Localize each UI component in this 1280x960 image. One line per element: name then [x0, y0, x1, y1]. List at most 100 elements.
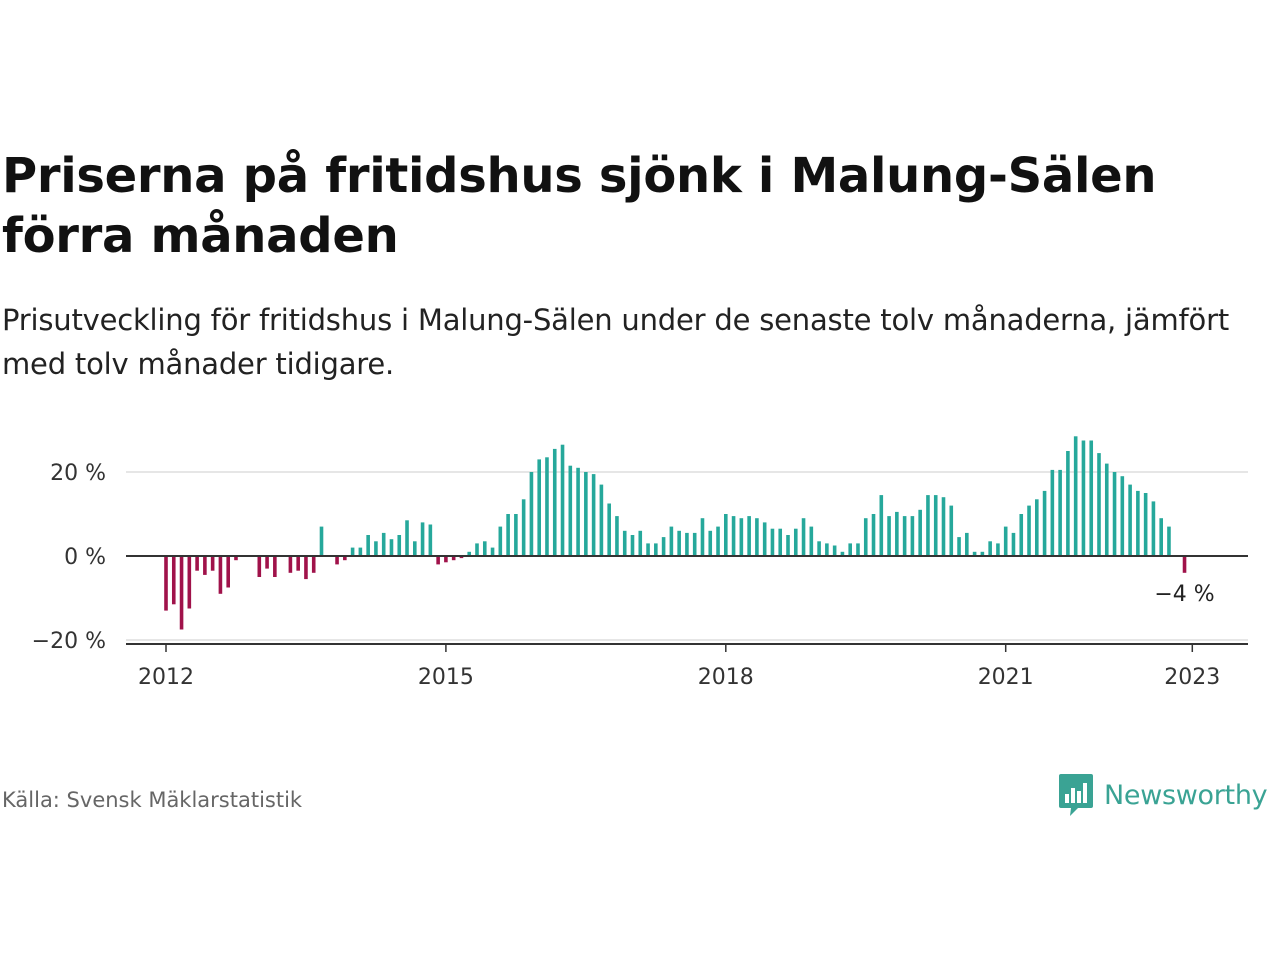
- bar: [234, 556, 238, 561]
- bar: [599, 484, 604, 556]
- bar: [568, 465, 573, 556]
- bar: [451, 556, 456, 561]
- bar: [786, 535, 790, 556]
- bar: [949, 505, 954, 556]
- bar: [926, 495, 930, 556]
- bar: [770, 528, 775, 556]
- bar: [669, 526, 674, 556]
- bar: [863, 518, 868, 556]
- bars: [164, 436, 1187, 630]
- bar: [304, 556, 308, 580]
- bar: [529, 472, 534, 556]
- bar: [692, 532, 697, 556]
- bar: [1011, 532, 1016, 556]
- bar: [195, 556, 199, 571]
- bar: [265, 556, 269, 569]
- bar: [405, 520, 409, 556]
- bar: [436, 556, 440, 565]
- x-tick-label: 2021: [978, 665, 1034, 690]
- bar: [933, 495, 938, 556]
- bar: [226, 556, 230, 588]
- x-tick-label: 2012: [138, 665, 194, 690]
- bar: [413, 541, 417, 556]
- bar: [335, 556, 339, 565]
- bar: [778, 528, 783, 556]
- bar: [825, 543, 829, 556]
- bar: [1097, 453, 1101, 556]
- bar: [1050, 469, 1055, 556]
- bar: [576, 467, 580, 556]
- bar: [1136, 490, 1140, 556]
- y-tick-label: −20 %: [32, 629, 106, 654]
- bar: [638, 530, 643, 556]
- bar: [506, 514, 510, 556]
- bar: [809, 526, 814, 556]
- y-tick-label: 0 %: [64, 545, 106, 570]
- bar: [1167, 526, 1171, 556]
- newsworthy-logo-icon: [1059, 774, 1093, 816]
- bar: [467, 551, 472, 556]
- bar: [965, 532, 969, 556]
- bar: [793, 528, 798, 556]
- bar: [218, 556, 223, 594]
- bar: [552, 448, 557, 556]
- bar: [273, 556, 277, 577]
- bar: [1104, 463, 1109, 556]
- bar: [980, 551, 985, 556]
- bar: [832, 545, 837, 556]
- bar: [164, 556, 168, 611]
- bar: [957, 537, 961, 556]
- bar: [1035, 499, 1039, 556]
- bar: [490, 547, 495, 556]
- bar: [972, 551, 977, 556]
- bar: [654, 543, 658, 556]
- bar: [311, 556, 316, 573]
- bar-chart: 20 % 0 % −20 % 2012 2015 2018 2021 2023 −4 %: [32, 436, 1248, 690]
- bar: [514, 514, 518, 556]
- axes: 20 % 0 % −20 % 2012 2015 2018 2021 2023 −4 %: [32, 461, 1248, 690]
- bar: [428, 524, 433, 556]
- bar: [545, 457, 549, 556]
- bar: [747, 516, 751, 556]
- chart-title: Priserna på fritidshus sjönk i Malung-Sä…: [2, 148, 1157, 264]
- bar: [615, 516, 619, 556]
- bar: [1019, 514, 1024, 556]
- bar: [210, 556, 215, 571]
- bar: [661, 537, 666, 556]
- bar: [296, 556, 300, 571]
- bar: [856, 543, 860, 556]
- bar: [482, 541, 487, 556]
- bar: [521, 499, 526, 556]
- bar: [584, 472, 588, 556]
- last-value-annotation: −4 %: [1154, 582, 1214, 607]
- bar: [1143, 493, 1148, 556]
- source-note: Källa: Svensk Mäklarstatistik: [2, 788, 303, 812]
- bar: [459, 556, 464, 559]
- bar: [591, 474, 596, 556]
- bar: [700, 518, 705, 556]
- bar: [848, 543, 852, 556]
- bar: [762, 522, 767, 556]
- bar: [895, 511, 899, 556]
- bar: [817, 541, 821, 556]
- bar: [1073, 436, 1078, 556]
- bar: [187, 556, 192, 609]
- bar: [171, 556, 176, 605]
- bar: [420, 522, 425, 556]
- x-tick-label: 2023: [1164, 665, 1220, 690]
- bar: [646, 543, 650, 556]
- bar: [1027, 505, 1031, 556]
- bar: [708, 530, 713, 556]
- bar: [871, 514, 876, 556]
- bar: [1089, 440, 1094, 556]
- bar: [1120, 476, 1125, 556]
- bar: [1112, 472, 1117, 556]
- bar: [941, 497, 946, 556]
- bar: [475, 543, 479, 556]
- bar: [607, 503, 611, 556]
- bar: [366, 535, 370, 556]
- bar: [685, 532, 689, 556]
- newsworthy-logo: Newsworthy: [1058, 772, 1268, 818]
- bar: [731, 516, 736, 556]
- bar: [1182, 556, 1187, 573]
